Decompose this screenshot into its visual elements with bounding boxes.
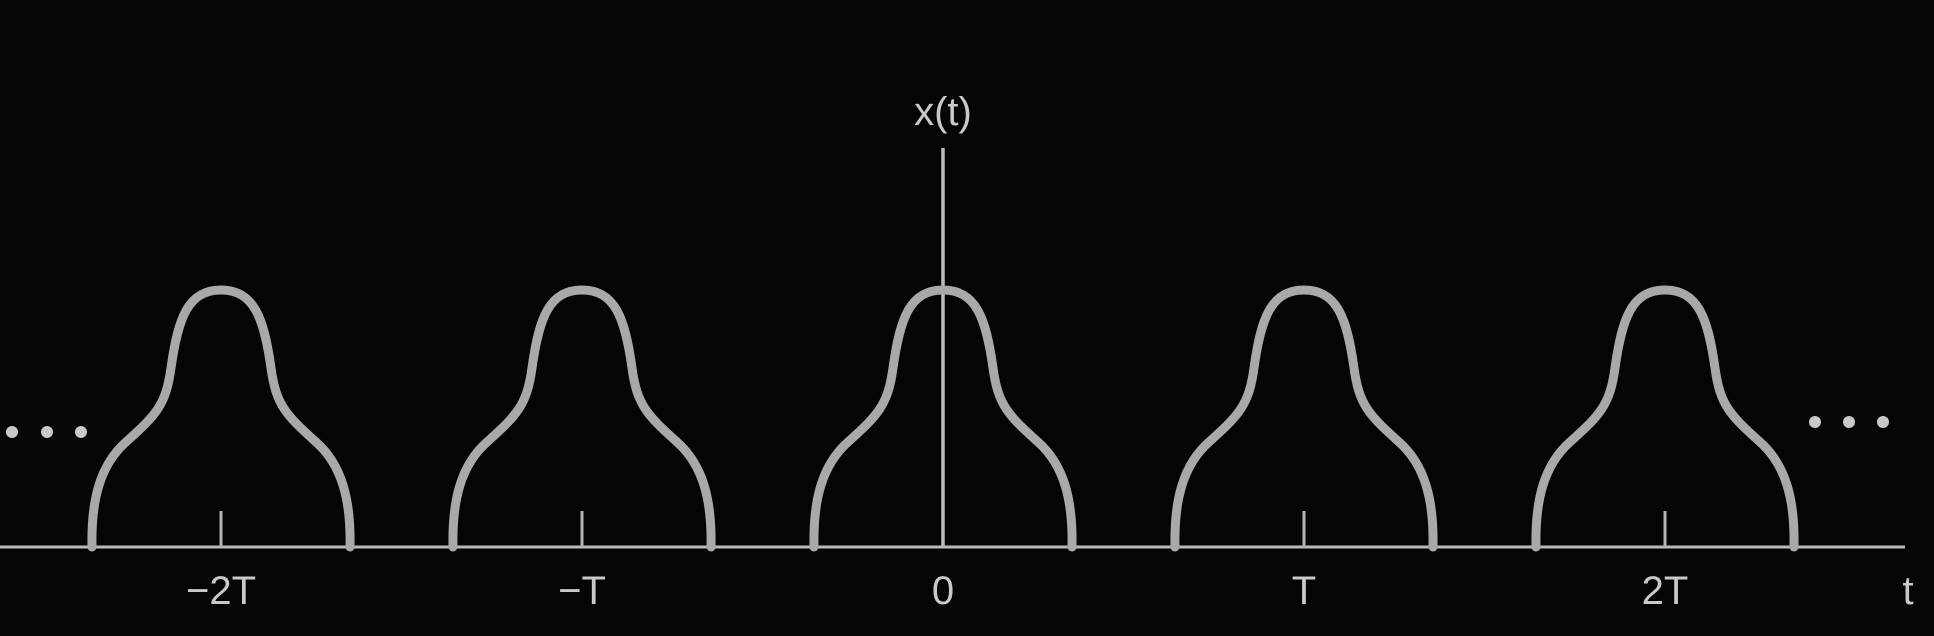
ellipsis-left: [6, 426, 87, 438]
tick-marks: [219, 511, 1667, 547]
pulse-1: [448, 285, 716, 552]
ellipsis-right: [1809, 416, 1889, 428]
tick-label-3: T: [1292, 569, 1316, 613]
pulse-4: [1531, 285, 1799, 552]
pulse-0: [87, 285, 355, 552]
tick-labels: −2T −T 0 T 2T: [186, 569, 1688, 613]
tick-label-0: −2T: [186, 569, 256, 613]
pulse-2: [809, 285, 1077, 552]
tick-label-2: 0: [932, 569, 954, 613]
pulse-3: [1170, 285, 1438, 552]
pulse-train: [87, 285, 1799, 552]
y-axis-label: x(t): [914, 90, 972, 134]
x-axis-label: t: [1902, 569, 1913, 613]
tick-label-1: −T: [558, 569, 606, 613]
tick-label-4: 2T: [1642, 569, 1689, 613]
